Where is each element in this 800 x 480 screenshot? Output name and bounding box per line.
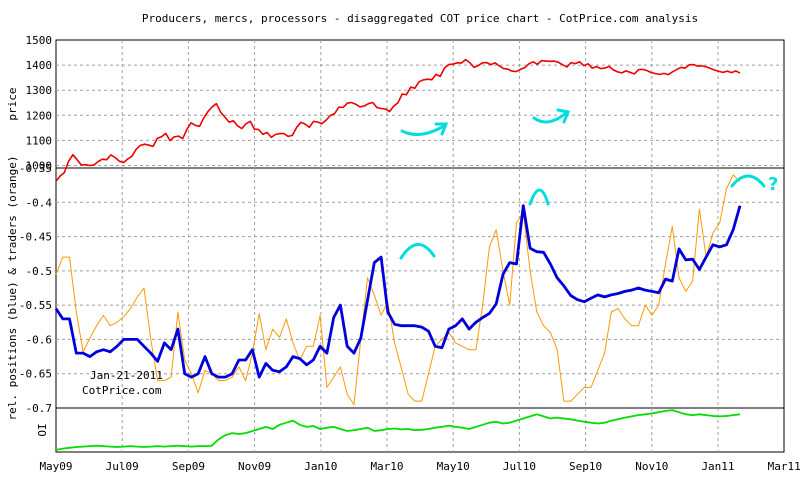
question-mark: ? xyxy=(768,174,778,195)
arrow-stroke xyxy=(400,124,446,137)
arrowhead-stroke xyxy=(556,108,571,124)
y-tick-label: 1200 xyxy=(26,109,53,122)
y-tick-label: 1300 xyxy=(26,84,53,97)
arrowhead-stroke xyxy=(434,122,449,136)
peak-arc xyxy=(528,188,550,206)
y-tick-label: 1400 xyxy=(26,59,53,72)
x-tick-label: May10 xyxy=(437,460,470,473)
series-line xyxy=(54,204,742,379)
x-tick-label: Jan11 xyxy=(701,460,734,473)
x-tick-label: Jul10 xyxy=(503,460,536,473)
y-tick-label: -0.6 xyxy=(26,333,53,346)
y-tick-label: -0.4 xyxy=(26,196,53,209)
y-tick-label: -0.5 xyxy=(26,265,53,278)
peak-arc xyxy=(730,174,766,188)
y-tick-label: 1500 xyxy=(26,34,53,47)
date-annotation: Jan-21-2011 xyxy=(90,369,163,382)
y-tick-label: -0.45 xyxy=(19,231,52,244)
arrow-stroke xyxy=(532,111,568,124)
y-tick-label: 1100 xyxy=(26,134,53,147)
peak-arc xyxy=(399,243,436,260)
series-line xyxy=(55,409,741,451)
positions-panel xyxy=(55,167,785,409)
y-tick-label: -0.55 xyxy=(19,299,52,312)
x-tick-label: Sep10 xyxy=(569,460,602,473)
chart-title: Producers, mercs, processors - disaggreg… xyxy=(142,12,698,25)
x-tick-label: Jan10 xyxy=(304,460,337,473)
price-panel xyxy=(55,39,785,169)
x-tick-label: Mar10 xyxy=(370,460,403,473)
oi-panel xyxy=(55,407,785,453)
y-tick-label: -0.35 xyxy=(19,162,52,175)
x-tick-label: Jul09 xyxy=(106,460,139,473)
x-tick-label: May09 xyxy=(39,460,72,473)
y-tick-label: -0.7 xyxy=(26,402,53,415)
axis-ticks: May09 Jul09 Sep09 Nov09 Jan10 Mar10 May10 Jul10… xyxy=(19,34,800,473)
oi-axis-label: OI xyxy=(36,423,49,436)
grid-lines xyxy=(56,40,784,452)
positions-axis-label: rel. positions (blue) & traders (orange) xyxy=(6,156,19,421)
x-tick-label: Nov10 xyxy=(635,460,668,473)
hand-drawn-annotations: ? xyxy=(399,108,778,260)
x-tick-label: Mar11 xyxy=(768,460,800,473)
series-lines xyxy=(54,58,742,451)
y-tick-label: -0.65 xyxy=(19,368,52,381)
x-tick-label: Nov09 xyxy=(238,460,271,473)
series-line xyxy=(55,58,741,182)
series-line xyxy=(55,174,741,406)
x-tick-label: Sep09 xyxy=(172,460,205,473)
site-annotation: CotPrice.com xyxy=(82,384,162,397)
price-axis-label: price xyxy=(6,87,19,120)
y-tick-label: 1000 xyxy=(26,159,53,172)
